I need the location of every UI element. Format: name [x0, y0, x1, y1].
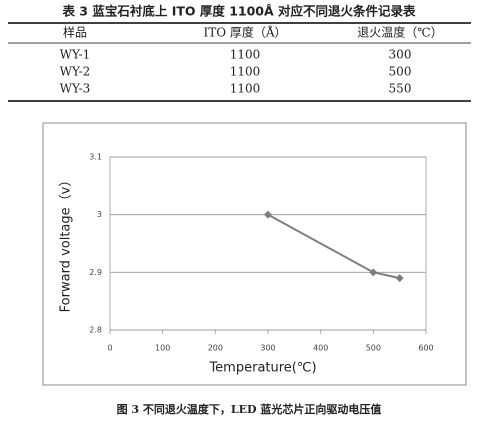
table-cell: WY-3 — [60, 82, 91, 96]
x-tick-label: 0 — [107, 344, 112, 353]
y-tick-label: 3.1 — [89, 153, 102, 162]
x-tick-label: 200 — [208, 344, 223, 353]
y-axis-label: Forward voltage（v） — [59, 174, 74, 313]
y-tick-label: 3 — [97, 210, 102, 219]
table-cell: 1100 — [230, 48, 261, 62]
table-cell: 500 — [389, 65, 412, 79]
table-cell: 1100 — [230, 65, 261, 79]
x-tick-label: 300 — [260, 344, 275, 353]
data-point — [395, 274, 404, 283]
plot-area — [109, 156, 427, 331]
data-point — [264, 210, 272, 219]
table-title: 表 3 蓝宝石衬底上 ITO 厚度 1100Å 对应不同退火条件记录表 — [61, 4, 416, 19]
x-axis-label: Temperature(℃) — [208, 361, 316, 376]
table-header: 样品 — [63, 25, 87, 40]
x-tick-label: 100 — [155, 344, 170, 353]
table-cell: 550 — [389, 82, 412, 96]
chart-frame — [42, 122, 467, 386]
table-cell: WY-2 — [60, 65, 91, 79]
table-cell: WY-1 — [60, 48, 91, 62]
x-tick-label: 400 — [313, 344, 328, 353]
x-tick-label: 600 — [418, 344, 433, 353]
figure-caption: 图 3 不同退火温度下，LED 蓝光芯片正向驱动电压值 — [117, 402, 382, 416]
y-tick-label: 2.9 — [89, 268, 102, 277]
data-line — [267, 213, 400, 280]
data-point — [369, 268, 378, 277]
table-cell: 300 — [389, 48, 412, 62]
table-header: 退火温度（℃） — [357, 25, 442, 40]
y-tick-label: 2.8 — [89, 326, 102, 335]
table-header: ITO 厚度（Å） — [203, 25, 286, 40]
x-tick-label: 500 — [366, 344, 381, 353]
table-cell: 1100 — [230, 82, 261, 96]
